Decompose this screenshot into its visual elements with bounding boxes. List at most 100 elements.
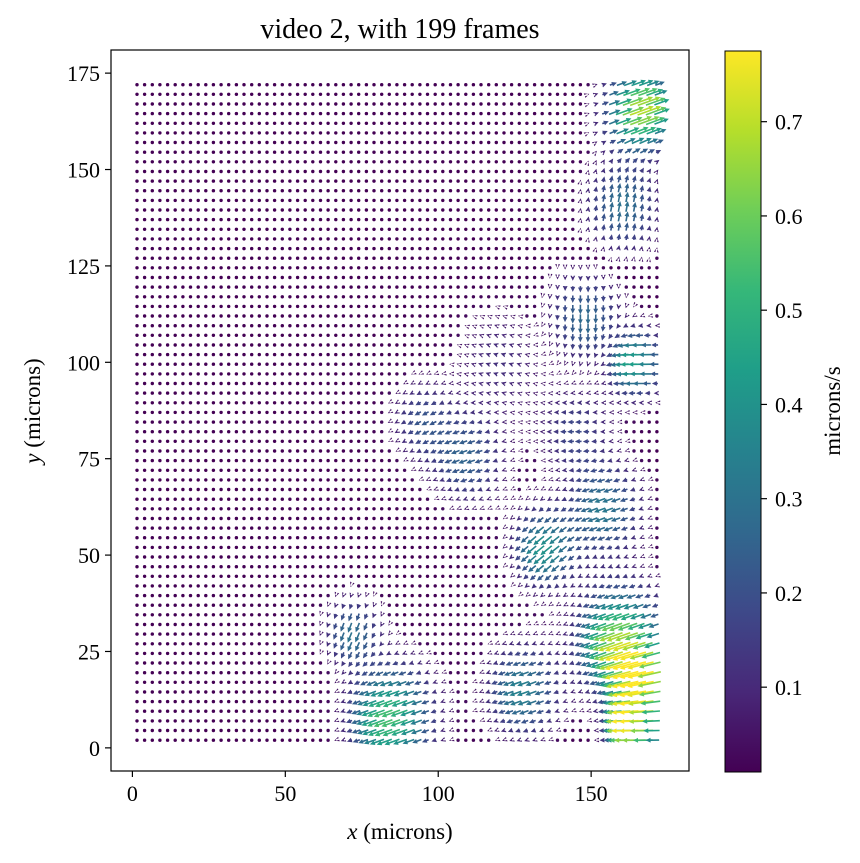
quiver-point [487, 545, 491, 550]
quiver-point [227, 410, 231, 415]
quiver-arrow [363, 738, 377, 745]
quiver-point [158, 526, 162, 530]
quiver-point [418, 622, 422, 627]
quiver-arrow [469, 487, 475, 492]
quiver-point [288, 690, 292, 694]
quiver-point [181, 381, 185, 386]
quiver-point [548, 92, 552, 97]
quiver-point [188, 362, 193, 366]
quiver-point [532, 256, 537, 260]
quiver-point [234, 198, 239, 203]
quiver-point [341, 102, 346, 106]
quiver-point [387, 83, 391, 87]
quiver-arrow [577, 179, 583, 185]
quiver-point [318, 102, 323, 106]
quiver-point [548, 237, 552, 241]
quiver-point [349, 555, 353, 559]
quiver-point [158, 352, 162, 357]
quiver-point [341, 545, 346, 550]
quiver-arrow [578, 295, 583, 304]
quiver-point [211, 410, 216, 415]
quiver-arrow [616, 166, 621, 173]
quiver-point [181, 420, 185, 424]
quiver-arrow [436, 430, 445, 435]
quiver-point [555, 102, 560, 106]
quiver-arrow [493, 400, 499, 406]
quiver-point [135, 574, 139, 578]
quiver-point [479, 208, 483, 212]
quiver-point [487, 266, 491, 270]
quiver-point [135, 487, 139, 492]
quiver-point [181, 111, 185, 116]
quiver-point [311, 632, 315, 636]
quiver-point [211, 237, 216, 241]
quiver-point [288, 738, 292, 742]
quiver-point [410, 603, 414, 607]
quiver-point [280, 593, 284, 598]
quiver-point [571, 102, 575, 106]
quiver-arrow [411, 370, 417, 375]
quiver-point [464, 593, 468, 598]
quiver-point [288, 555, 292, 559]
quiver-point [250, 131, 254, 135]
quiver-arrow [646, 225, 652, 231]
quiver-point [479, 574, 483, 578]
quiver-point [532, 92, 537, 97]
quiver-point [517, 131, 521, 135]
quiver-point [418, 92, 422, 97]
quiver-point [456, 246, 460, 251]
quiver-point [349, 333, 353, 337]
quiver-point [387, 324, 391, 328]
quiver-arrow [577, 592, 583, 598]
quiver-point [487, 237, 491, 241]
quiver-arrow [393, 690, 408, 697]
quiver-arrow [554, 583, 560, 589]
quiver-arrow [460, 478, 468, 483]
quiver-point [471, 632, 476, 636]
quiver-point [441, 632, 445, 636]
quiver-arrow [545, 660, 551, 666]
quiver-point [272, 179, 277, 183]
quiver-arrow [604, 536, 613, 541]
quiver-point [349, 237, 353, 241]
quiver-arrow [598, 718, 605, 724]
quiver-arrow [493, 429, 499, 434]
quiver-arrow [483, 468, 490, 473]
quiver-arrow [612, 680, 639, 689]
quiver-point [334, 507, 338, 511]
quiver-arrow [596, 594, 605, 599]
quiver-arrow [600, 334, 606, 341]
quiver-arrow [532, 495, 538, 501]
quiver-arrow [626, 594, 636, 599]
quiver-arrow [578, 361, 584, 367]
quiver-arrow [400, 660, 406, 666]
quiver-arrow [621, 371, 637, 377]
quiver-arrow [586, 380, 592, 385]
quiver-arrow [606, 352, 613, 357]
quiver-point [288, 314, 292, 318]
quiver-point [448, 179, 453, 183]
quiver-arrow [631, 234, 637, 240]
quiver-arrow [368, 699, 385, 707]
quiver-arrow [585, 216, 591, 222]
quiver-point [204, 256, 208, 260]
quiver-point [395, 622, 399, 627]
quiver-point [479, 632, 483, 636]
quiver-point [272, 410, 277, 415]
quiver-arrow [627, 622, 645, 630]
quiver-point [395, 333, 399, 337]
quiver-point [242, 343, 246, 347]
quiver-point [288, 372, 292, 376]
quiver-arrow [620, 333, 628, 338]
quiver-arrow [601, 184, 606, 192]
quiver-point [341, 121, 346, 126]
quiver-point [181, 651, 185, 656]
quiver-point [211, 642, 216, 646]
quiver-arrow [561, 679, 568, 685]
y-tick-label: 75 [78, 447, 100, 472]
quiver-point [165, 401, 170, 405]
quiver-arrow [562, 275, 568, 281]
quiver-point [158, 266, 162, 270]
quiver-point [188, 208, 193, 212]
quiver-point [204, 584, 208, 588]
